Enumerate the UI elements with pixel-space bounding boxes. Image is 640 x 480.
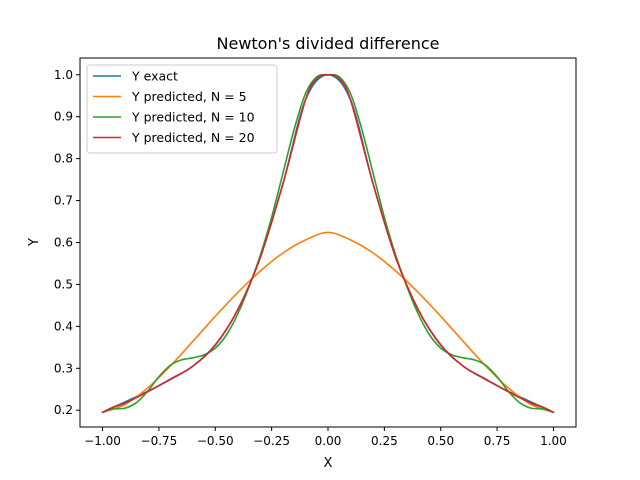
x-tick-label: 1.00	[540, 434, 567, 448]
chart-title: Newton's divided difference	[217, 34, 440, 53]
series-line-n20	[101, 73, 555, 414]
legend-label: Y predicted, N = 5	[131, 89, 247, 104]
legend-label: Y predicted, N = 10	[131, 110, 255, 125]
y-tick-label: 0.9	[54, 110, 73, 124]
series-line-n5	[101, 231, 555, 414]
x-tick-label: −0.50	[197, 434, 234, 448]
legend: Y exact Y predicted, N = 5 Y predicted, N …	[86, 64, 278, 154]
y-tick-label: 1.0	[54, 68, 73, 82]
y-axis: 0.2 0.3 0.4 0.5 0.6 0.7 0.8 0.9 1.0	[54, 68, 80, 417]
y-tick-label: 0.4	[54, 319, 73, 333]
y-tick-label: 0.8	[54, 152, 73, 166]
legend-label: Y predicted, N = 20	[131, 130, 255, 145]
series-layer	[101, 73, 555, 414]
legend-items: Y exact Y predicted, N = 5 Y predicted, N …	[93, 69, 255, 145]
x-tick-label: 0.75	[484, 434, 511, 448]
x-tick-label: −1.00	[84, 434, 121, 448]
legend-label: Y exact	[131, 69, 178, 84]
x-axis: −1.00 −0.75 −0.50 −0.25 0.00 0.25 0.50 0.75 1.00	[84, 427, 567, 448]
x-tick-label: −0.75	[141, 434, 178, 448]
x-tick-label: −0.25	[253, 434, 290, 448]
y-axis-label: Y	[27, 238, 42, 247]
legend-box	[86, 64, 278, 154]
y-tick-label: 0.2	[54, 403, 73, 417]
x-tick-label: 0.00	[315, 434, 342, 448]
x-tick-label: 0.50	[427, 434, 454, 448]
y-tick-label: 0.6	[54, 236, 73, 250]
x-tick-label: 0.25	[371, 434, 398, 448]
y-tick-label: 0.7	[54, 194, 73, 208]
y-tick-label: 0.3	[54, 361, 73, 375]
y-tick-label: 0.5	[54, 277, 73, 291]
x-axis-label: X	[324, 456, 333, 471]
